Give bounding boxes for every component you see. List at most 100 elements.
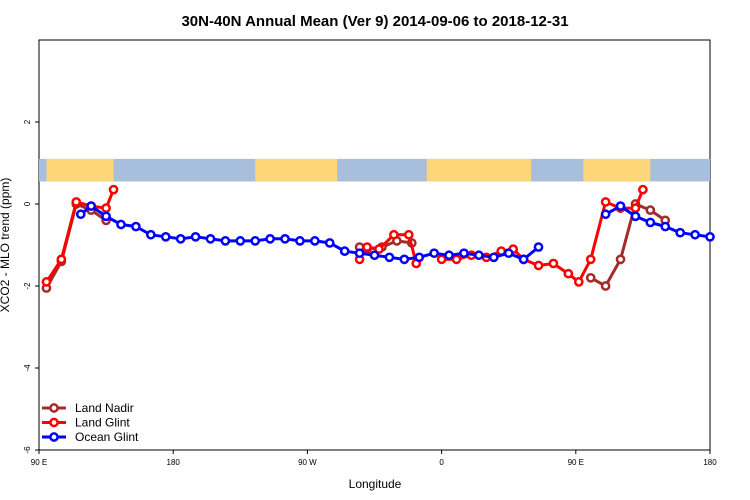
plot-frame bbox=[38, 39, 711, 451]
data-point-land-glint bbox=[630, 203, 641, 213]
data-point-ocean-glint bbox=[145, 229, 156, 240]
data-point-land-glint bbox=[600, 197, 611, 207]
chart-title: 30N-40N Annual Mean (Ver 9) 2014-09-06 t… bbox=[181, 13, 568, 30]
data-point-ocean-glint bbox=[205, 234, 216, 244]
data-point-ocean-glint bbox=[705, 231, 715, 242]
data-point-land-glint bbox=[585, 254, 596, 265]
data-point-land-nadir bbox=[645, 205, 656, 215]
data-point-ocean-glint bbox=[190, 231, 201, 242]
series-ocean-glint bbox=[75, 201, 715, 265]
data-point-ocean-glint bbox=[265, 234, 275, 244]
data-point-ocean-glint bbox=[116, 219, 126, 230]
data-point-ocean-glint bbox=[615, 201, 626, 211]
data-point-ocean-glint bbox=[220, 236, 231, 246]
data-point-ocean-glint bbox=[310, 236, 320, 246]
map-ocean bbox=[39, 158, 710, 182]
data-point-ocean-glint bbox=[630, 211, 641, 222]
data-point-ocean-glint bbox=[295, 236, 305, 246]
legend-item-land-glint: Land Glint bbox=[42, 416, 130, 430]
data-point-land-glint bbox=[573, 277, 584, 287]
data-point-ocean-glint bbox=[474, 250, 484, 261]
data-point-ocean-glint bbox=[600, 209, 611, 220]
data-point-ocean-glint bbox=[160, 231, 171, 242]
map-land bbox=[46, 158, 114, 182]
series-line-land-nadir bbox=[45, 202, 107, 289]
data-point-land-nadir bbox=[600, 281, 611, 291]
data-point-ocean-glint bbox=[250, 236, 261, 246]
x-tick-label: 90 E bbox=[31, 458, 47, 467]
data-point-land-glint bbox=[71, 197, 82, 207]
data-point-land-glint bbox=[563, 268, 574, 279]
y-tick-label: -4 bbox=[23, 364, 32, 372]
y-tick-label: 2 bbox=[23, 119, 32, 124]
data-point-land-glint bbox=[101, 203, 111, 213]
x-tick-label: 90 E bbox=[568, 458, 584, 467]
data-point-ocean-glint bbox=[280, 234, 290, 244]
data-point-ocean-glint bbox=[675, 227, 686, 238]
world-map-band bbox=[39, 158, 710, 182]
data-point-ocean-glint bbox=[444, 250, 454, 261]
data-point-land-glint bbox=[436, 254, 447, 265]
x-tick-label: 90 W bbox=[298, 458, 317, 467]
data-point-ocean-glint bbox=[324, 238, 335, 248]
y-axis: -6 -4 -2 0 2 bbox=[23, 119, 39, 454]
x-axis: 90 E 180 90 W 0 90 E 180 bbox=[31, 450, 717, 467]
data-point-land-glint bbox=[362, 242, 372, 252]
data-point-ocean-glint bbox=[660, 221, 671, 232]
x-tick-label: 180 bbox=[167, 458, 181, 467]
data-point-ocean-glint bbox=[369, 250, 380, 261]
legend-marker bbox=[49, 432, 59, 442]
y-tick-label: -6 bbox=[23, 446, 32, 454]
data-point-ocean-glint bbox=[131, 221, 141, 232]
data-point-land-glint bbox=[403, 229, 414, 240]
series-land-glint bbox=[41, 184, 648, 287]
legend-label: Land Glint bbox=[75, 416, 130, 430]
data-point-ocean-glint bbox=[235, 236, 246, 246]
data-point-ocean-glint bbox=[384, 252, 395, 263]
legend-item-land-nadir: Land Nadir bbox=[42, 401, 134, 415]
legend-item-ocean-glint: Ocean Glint bbox=[42, 430, 139, 444]
data-point-ocean-glint bbox=[175, 234, 186, 244]
data-point-land-glint bbox=[533, 260, 544, 271]
y-tick-label: 0 bbox=[23, 201, 32, 206]
data-point-land-glint bbox=[451, 254, 462, 265]
data-point-ocean-glint bbox=[86, 201, 97, 211]
data-point-land-glint bbox=[548, 258, 559, 269]
legend-label: Ocean Glint bbox=[75, 430, 139, 444]
data-point-ocean-glint bbox=[75, 209, 86, 220]
data-point-ocean-glint bbox=[101, 211, 111, 222]
data-point-ocean-glint bbox=[429, 248, 439, 259]
data-point-land-nadir bbox=[585, 272, 596, 283]
series-layer bbox=[41, 184, 715, 293]
data-point-ocean-glint bbox=[690, 229, 700, 240]
data-point-ocean-glint bbox=[339, 246, 350, 256]
y-tick-label: -2 bbox=[23, 282, 32, 290]
map-land bbox=[583, 158, 651, 182]
data-point-land-glint bbox=[56, 254, 67, 265]
legend-label: Land Nadir bbox=[75, 401, 134, 415]
map-land bbox=[255, 158, 338, 182]
data-point-ocean-glint bbox=[518, 254, 529, 265]
data-point-ocean-glint bbox=[354, 248, 365, 259]
data-point-ocean-glint bbox=[533, 242, 544, 252]
legend-marker bbox=[49, 403, 59, 413]
data-point-land-nadir bbox=[615, 254, 626, 265]
y-axis-label: XCO2 - MLO trend (ppm) bbox=[0, 178, 12, 313]
data-point-land-glint bbox=[41, 277, 52, 287]
data-point-ocean-glint bbox=[399, 254, 410, 265]
data-point-ocean-glint bbox=[414, 252, 425, 263]
data-point-ocean-glint bbox=[503, 248, 514, 259]
legend-marker bbox=[49, 417, 59, 428]
x-tick-label: 180 bbox=[703, 458, 717, 467]
data-point-land-glint bbox=[638, 184, 648, 195]
data-point-land-glint bbox=[374, 244, 384, 254]
x-axis-label: Longitude bbox=[349, 477, 402, 491]
data-point-land-glint bbox=[108, 184, 119, 195]
x-tick-label: 0 bbox=[439, 458, 444, 467]
data-point-ocean-glint bbox=[645, 217, 656, 228]
map-land bbox=[426, 158, 532, 182]
data-point-ocean-glint bbox=[459, 248, 469, 259]
data-point-land-glint bbox=[389, 229, 399, 240]
